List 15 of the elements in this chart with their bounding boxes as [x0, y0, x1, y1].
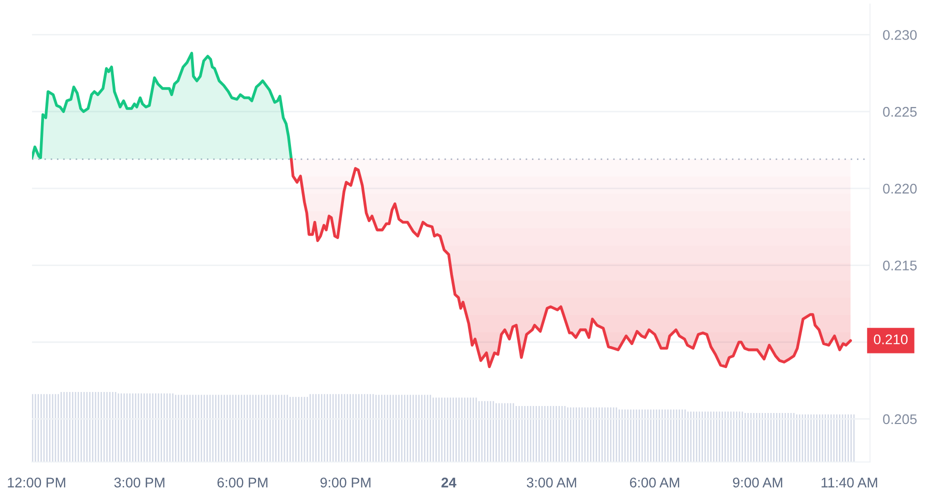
x-tick-label: 6:00 PM	[217, 478, 268, 488]
y-tick-label: 0.225	[883, 106, 917, 117]
annotation: 0.210	[874, 334, 908, 344]
y-tick-label: 0.215	[883, 260, 917, 270]
y-tick-label: 0.230	[883, 30, 917, 40]
x-tick-label: 6:00 AM	[630, 478, 680, 488]
x-tick-label: 9:00 PM	[320, 478, 370, 488]
x-tick-label: 11:40 AM	[822, 478, 878, 488]
x-tick-label: 3:00 AM	[526, 478, 576, 488]
y-tick-label: 0.220	[883, 184, 917, 194]
x-tick-label: 9:00 AM	[732, 478, 782, 488]
x-tick-label: 3:00 PM	[114, 478, 164, 488]
x-tick-label: 24	[441, 478, 456, 488]
y-tick-label: 0.205	[883, 414, 917, 424]
x-tick-label: 12:00 PM	[8, 478, 66, 488]
